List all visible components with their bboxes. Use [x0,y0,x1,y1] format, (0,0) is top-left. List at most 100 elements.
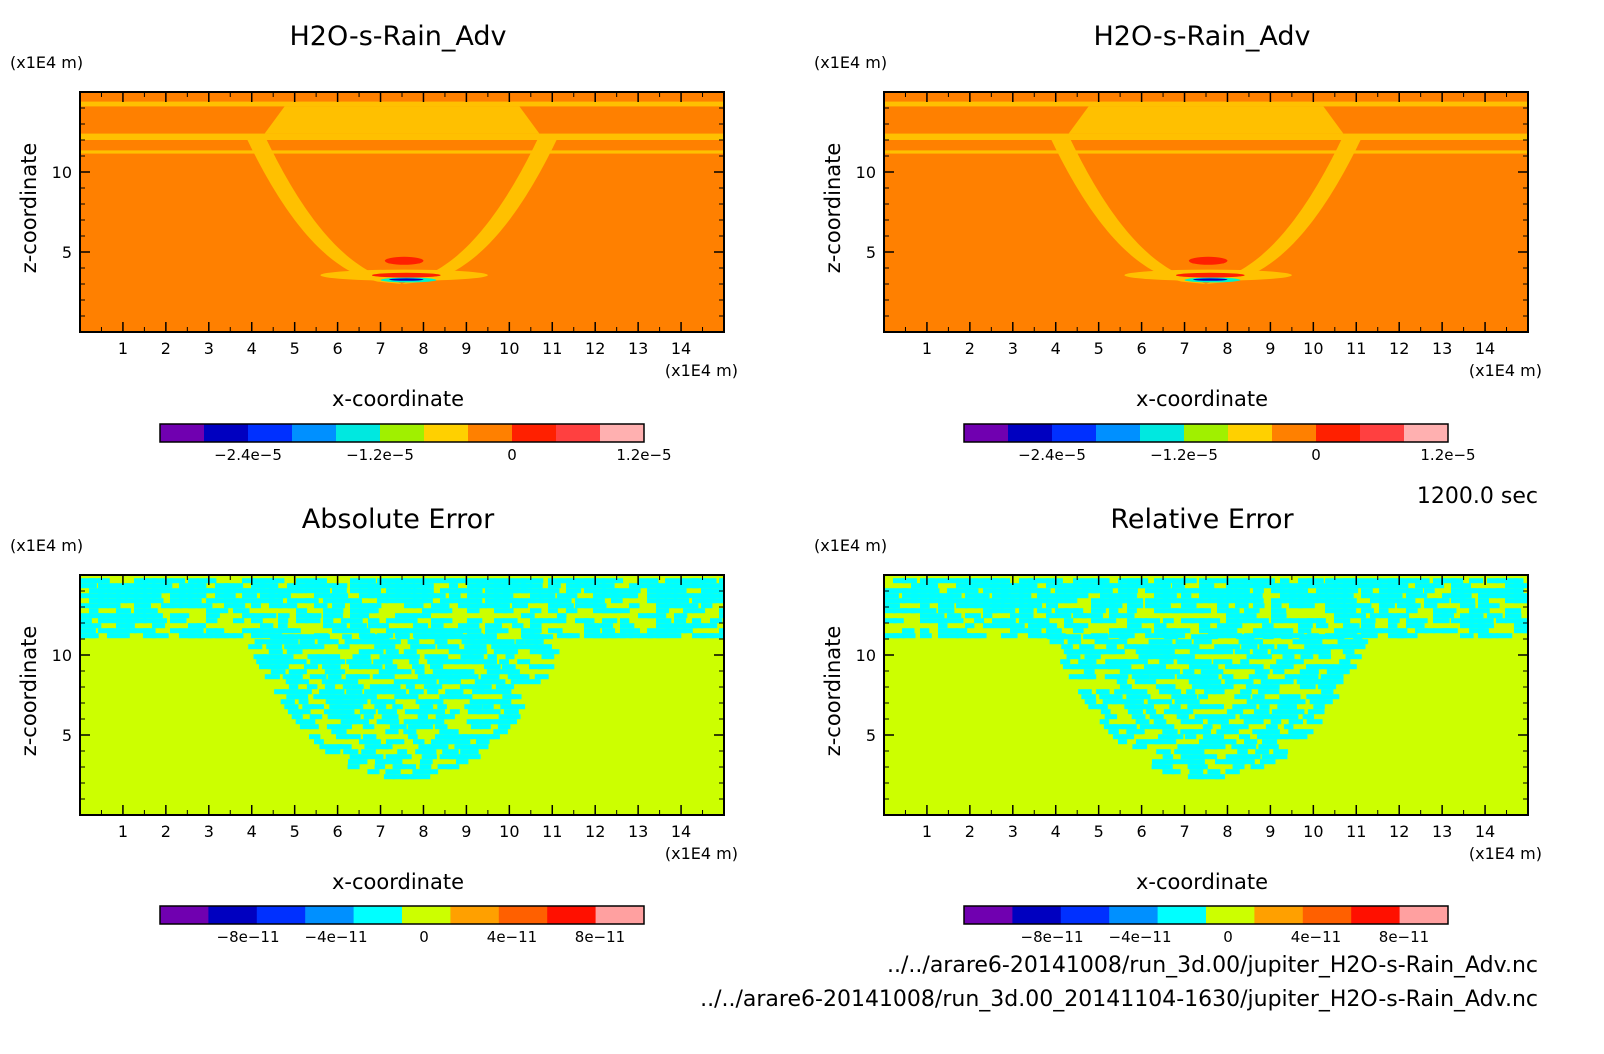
field-band-1 [80,150,724,154]
time-label: 1200.0 sec [1416,484,1538,509]
field-band-0 [884,101,1528,107]
colorbar-segment [1302,906,1352,924]
x-tick-label: 10 [499,822,519,841]
colorbar-segment [468,424,513,442]
x-tick-label: 14 [671,822,691,841]
x-tick-label: 4 [247,339,257,358]
x-tick-label: 9 [461,822,471,841]
y-unit-label: (x1E4 m) [814,53,887,72]
colorbar-segment [547,906,597,924]
field-band-0 [80,101,724,107]
colorbar-segment [380,424,425,442]
x-unit-label: (x1E4 m) [665,844,738,863]
field-bowl-3 [247,140,557,284]
x-unit-label: (x1E4 m) [1469,844,1542,863]
x-tick-label: 13 [1432,822,1452,841]
x-tick-label: 5 [1094,339,1104,358]
field-blob-9 [1193,278,1228,281]
colorbar-tick-label: 4e−11 [1291,928,1341,946]
chart-title: Relative Error [1110,504,1294,535]
x-tick-label: 12 [585,822,605,841]
x-tick-label: 8 [1222,339,1232,358]
x-tick-label: 11 [542,339,562,358]
colorbar-segment [248,424,293,442]
x-axis-label: x-coordinate [332,387,464,411]
colorbar-tick-label: 1.2e−5 [616,446,671,464]
chart-panel-2: 1 2 3 4 5 6 7 8 9 10 11 12 13 14510H2O-s-Rain_Adv(x1E… [814,21,1542,464]
x-unit-label: (x1E4 m) [665,361,738,380]
plot-area [80,92,724,332]
colorbar-segment [1157,906,1207,924]
x-tick-label: 11 [542,822,562,841]
x-tick-label: 1 [922,822,932,841]
colorbar-segment [595,906,645,924]
colorbar-frame [159,905,645,925]
x-tick-label: 14 [1475,339,1495,358]
colorbar-segment [1254,906,1304,924]
field-bowl-3 [1051,140,1361,284]
x-tick-label: 10 [1303,339,1323,358]
chart-panel-1: 1 2 3 4 5 6 7 8 9 10 11 12 13 14510H2O-s-Rain_Adv(x1E… [10,21,738,464]
field-noise_bowl-1 [1047,634,1369,780]
colorbar-segment [204,424,249,442]
plot-area [884,575,1528,815]
x-tick-label: 5 [290,822,300,841]
field-noise_band-0 [80,578,724,639]
colorbar-segment [1399,906,1449,924]
x-tick-label: 4 [1051,339,1061,358]
colorbar-segment [556,424,601,442]
colorbar-segment [1140,424,1185,442]
colorbar-segment [1184,424,1229,442]
x-tick-label: 2 [161,339,171,358]
y-tick-label: 5 [62,726,72,745]
colorbar-tick-label: 1.2e−5 [1420,446,1475,464]
x-tick-label: 1 [118,339,128,358]
file-path-1: ../../arare6-20141008/run_3d.00/jupiter_… [887,953,1538,978]
chart-title: H2O-s-Rain_Adv [1094,21,1311,52]
colorbar-segment [1008,424,1053,442]
x-tick-label: 12 [585,339,605,358]
x-tick-label: 1 [922,339,932,358]
colorbar-segment [1206,906,1255,924]
colorbar-tick-label: −8e−11 [217,928,280,946]
x-tick-label: 12 [1389,822,1409,841]
x-tick-label: 5 [290,339,300,358]
x-tick-label: 7 [375,822,385,841]
x-tick-label: 2 [161,822,171,841]
x-tick-label: 7 [1179,822,1189,841]
x-tick-label: 13 [628,339,648,358]
colorbar-segment [1060,906,1110,924]
colorbar-segment [1109,906,1159,924]
colorbar-segment [1351,906,1401,924]
colorbar-segment [964,906,1013,924]
y-tick-label: 10 [856,646,876,665]
y-tick-label: 10 [856,163,876,182]
colorbar: −2.4e−5 −1.2e−5 0 1.2e−5 [963,423,1476,464]
colorbar-segment [1096,424,1141,442]
colorbar-tick-label: 4e−11 [487,928,537,946]
colorbar-segment [336,424,381,442]
field-cap-4 [264,106,540,134]
x-tick-label: 7 [375,339,385,358]
x-axis-label: x-coordinate [1136,387,1268,411]
x-tick-label: 3 [204,339,214,358]
x-tick-label: 8 [418,822,428,841]
colorbar-tick-label: 0 [1311,446,1321,464]
x-axis-label: x-coordinate [332,870,464,894]
y-tick-label: 10 [52,163,72,182]
colorbar-segment [1404,424,1449,442]
x-tick-label: 2 [965,822,975,841]
colorbar-segment [1052,424,1097,442]
x-tick-label: 10 [499,339,519,358]
x-tick-label: 5 [1094,822,1104,841]
colorbar: −2.4e−5 −1.2e−5 0 1.2e−5 [159,423,672,464]
y-unit-label: (x1E4 m) [814,536,887,555]
x-tick-label: 14 [1475,822,1495,841]
colorbar-tick-label: 0 [419,928,429,946]
field-blob-7 [1175,272,1245,278]
field-blob-6 [1188,256,1228,265]
colorbar-frame [963,905,1449,925]
colorbar-segment [512,424,557,442]
x-tick-label: 9 [461,339,471,358]
